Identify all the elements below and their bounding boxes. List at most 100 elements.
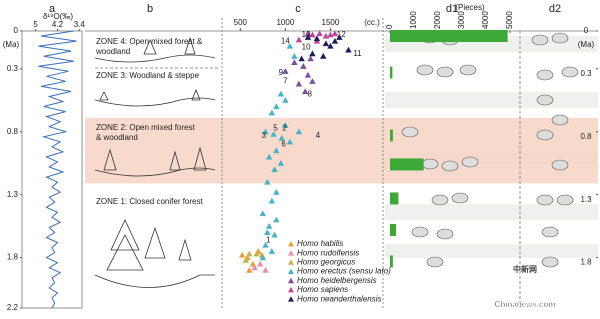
annotation: 12 [337, 30, 346, 39]
data-point [268, 109, 276, 116]
tree [106, 219, 192, 271]
panel-label: c [295, 3, 301, 15]
annotation: 4 [316, 131, 321, 140]
data-point [271, 231, 278, 238]
legend-marker [288, 277, 294, 284]
panel-label: d2 [549, 3, 561, 15]
data-point [304, 34, 312, 40]
data-point [264, 178, 271, 185]
legend-marker [288, 241, 294, 247]
artifact-icon [561, 66, 579, 78]
x-tick-label: 2000 [433, 11, 442, 29]
watermark-site: Chinanews.com [495, 300, 556, 309]
stripe [385, 92, 598, 108]
data-point [282, 68, 289, 74]
annotation: 9 [279, 68, 284, 77]
y-tick-label: 1.3 [7, 190, 19, 199]
tree [99, 88, 201, 101]
annotation: 10 [302, 43, 311, 52]
x-tick-label: 5 [33, 20, 38, 29]
y-tick-label: 0.3 [7, 64, 19, 73]
x-tick-label: 500 [234, 18, 248, 27]
tree [103, 146, 207, 171]
tree [143, 36, 196, 55]
annotation: 6 [281, 140, 286, 149]
legend-label: Homo erectus (sensu lato) [297, 267, 391, 276]
data-point [304, 30, 312, 37]
legend-marker [288, 250, 294, 256]
data-point [273, 147, 280, 154]
bar [390, 129, 393, 142]
data-point [331, 37, 339, 44]
artifact-icon [556, 194, 574, 206]
bar [390, 192, 399, 205]
data-point [265, 153, 273, 160]
y-tick-label: 2.2 [7, 303, 19, 312]
data-point [291, 59, 298, 66]
x-tick-label: 1500 [322, 18, 340, 27]
legend-label: Homo rudolfensis [297, 248, 359, 257]
legend-marker [288, 287, 294, 293]
artifact-icon [531, 34, 549, 46]
annotation: 1 [266, 235, 271, 244]
artifact-icon [436, 66, 454, 78]
artifact-icon [536, 94, 554, 106]
x-tick-label: 3000 [457, 11, 466, 29]
x-tick-label: 1000 [276, 18, 294, 27]
legend-marker [288, 259, 294, 265]
data-point [273, 188, 280, 195]
data-point [282, 97, 289, 103]
annotation: 14 [281, 36, 290, 45]
legend-label: Homo georgicus [297, 258, 355, 267]
artifact-icon [411, 226, 429, 238]
artifact-icon [431, 194, 449, 206]
x-tick-label: 4000 [481, 11, 490, 29]
data-point [238, 251, 246, 258]
artifact-icon [441, 160, 459, 172]
y-tick-label: 0 [14, 26, 19, 35]
data-point [307, 55, 314, 62]
data-point [322, 40, 330, 47]
data-point [304, 71, 312, 78]
artifact-icon [451, 192, 469, 204]
data-point [345, 46, 352, 53]
legend-marker [288, 296, 294, 302]
y-tick-label: 0 [584, 26, 589, 35]
ground [94, 97, 216, 107]
legend-label: Homo heidelbergensis [297, 276, 377, 285]
y-tick-label: 0.8 [580, 132, 592, 141]
artifact-icon [436, 228, 454, 240]
x-axis-unit: (cc.) [364, 18, 380, 27]
data-point [242, 256, 249, 263]
data-point [259, 254, 267, 261]
x-axis-label: δ¹⁸O(‰) [43, 12, 73, 21]
ground [94, 54, 216, 63]
artifact-icon [426, 256, 444, 268]
bar [390, 30, 508, 43]
annotation: 13 [302, 30, 311, 39]
data-point [295, 36, 303, 43]
data-point [320, 52, 327, 59]
data-point [246, 267, 253, 273]
data-point [309, 78, 316, 84]
isotope-line [38, 30, 77, 309]
annotation: 2 [282, 123, 287, 132]
artifact-icon [536, 129, 554, 141]
data-point [295, 128, 303, 135]
y-tick-label: 1.8 [7, 253, 19, 262]
data-point [309, 50, 316, 57]
bar [390, 255, 393, 268]
data-point [264, 229, 271, 236]
background [85, 36, 598, 258]
artifact-icon [536, 69, 554, 81]
data-point [282, 122, 289, 128]
bar [390, 66, 393, 79]
x-axis-label: (Pieces) [455, 3, 485, 12]
data-point [277, 90, 285, 97]
artifact-icon [551, 159, 569, 171]
zone-label: ZONE 4: Open mixed forest & [96, 37, 203, 46]
data-point [268, 197, 276, 204]
data-point [259, 210, 267, 217]
x-tick-label: 1000 [409, 11, 418, 29]
artifact-icon [541, 226, 559, 238]
